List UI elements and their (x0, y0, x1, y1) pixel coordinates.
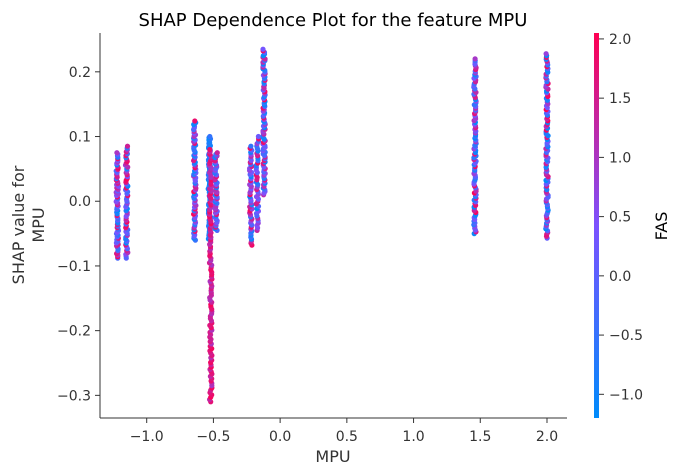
x-tick-label: 0.0 (269, 429, 291, 445)
chart-title: SHAP Dependence Plot for the feature MPU (139, 10, 528, 31)
colorbar-tick-label: 2.0 (609, 32, 631, 48)
y-axis-label-line-2: MPU (29, 207, 48, 242)
scatter-point (472, 56, 478, 62)
y-axis-label: SHAP value for MPU (9, 165, 48, 284)
x-tick-label: −0.5 (196, 429, 230, 445)
colorbar-tick-label: −1.0 (609, 387, 643, 403)
data-points (113, 46, 551, 405)
scatter-point (255, 133, 261, 140)
colorbar-ticks: −1.0 −0.5 0.0 0.5 1.0 1.5 2.0 (599, 32, 643, 403)
y-axis-ticks: −0.3 −0.2 −0.1 0.0 0.1 0.2 (57, 65, 100, 404)
scatter-point (114, 150, 120, 156)
scatter-point (192, 118, 198, 124)
colorbar-tick-label: −0.5 (609, 328, 643, 344)
y-axis-label-line-1: SHAP value for (9, 165, 28, 284)
x-tick-label: 1.5 (469, 429, 491, 445)
colorbar-tick-label: 1.5 (609, 91, 631, 107)
colorbar-tick-label: 0.5 (609, 210, 631, 226)
scatter-point (260, 46, 266, 52)
scatter-point (248, 143, 254, 149)
x-tick-label: 0.5 (336, 429, 358, 445)
scatter-point (543, 51, 549, 57)
x-tick-label: 1.0 (402, 429, 424, 445)
colorbar-tick-label: 1.0 (609, 150, 631, 166)
y-tick-label: −0.3 (57, 388, 91, 404)
y-tick-label: 0.2 (69, 65, 91, 81)
scatter-point (207, 133, 213, 140)
scatter-point (207, 146, 213, 153)
x-tick-label: 2.0 (536, 429, 558, 445)
colorbar-tick-label: 0.0 (609, 269, 631, 285)
y-tick-label: −0.1 (57, 259, 91, 275)
y-tick-label: 0.1 (69, 130, 91, 146)
x-axis-label: MPU (315, 447, 350, 466)
x-axis-ticks: −1.0 −0.5 0.0 0.5 1.0 1.5 2.0 (130, 418, 558, 445)
y-tick-label: −0.2 (57, 324, 91, 340)
scatter-point (214, 150, 220, 156)
x-tick-label: −1.0 (130, 429, 164, 445)
colorbar-label: FAS (652, 212, 671, 241)
colorbar (594, 33, 599, 418)
y-tick-label: 0.0 (69, 194, 91, 210)
scatter-point (124, 143, 131, 149)
